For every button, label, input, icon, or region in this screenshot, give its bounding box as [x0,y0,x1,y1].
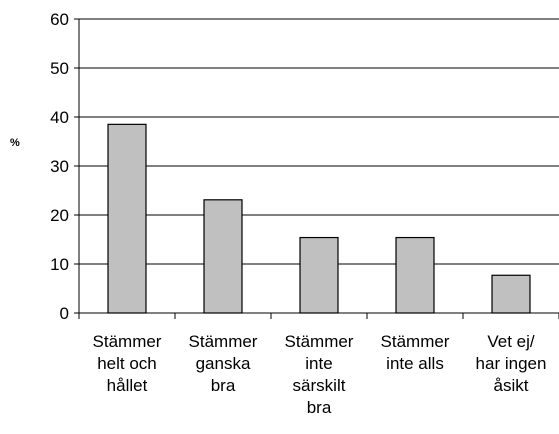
gridlines [79,18,559,265]
x-category-label: Stämmer helt och hållet [93,332,162,395]
y-tick-label: 30 [50,157,69,176]
y-axis-label: % [10,137,20,149]
x-category-label: Stämmer ganska bra [189,332,258,395]
bar [203,199,243,314]
y-tick-label: 0 [60,304,69,323]
y-tick-label: 40 [50,108,69,127]
y-tick-label: 20 [50,206,69,225]
y-tick-label: 10 [50,255,69,274]
bars [107,123,531,314]
x-category-label: Stämmer inte alls [381,332,450,373]
bar [395,236,435,314]
bar [107,123,147,314]
bar [299,236,339,314]
x-category-label: Vet ej/har ingen åsikt [476,332,547,395]
bar [491,274,531,314]
axes: 0 10 20 30 40 50 60 Stämmer helt och hållet Stämme… [50,10,559,417]
y-tick-label: 50 [50,59,69,78]
y-tick-label: 60 [50,10,69,29]
x-category-label: Stämmer inte särskilt bra [285,332,354,417]
